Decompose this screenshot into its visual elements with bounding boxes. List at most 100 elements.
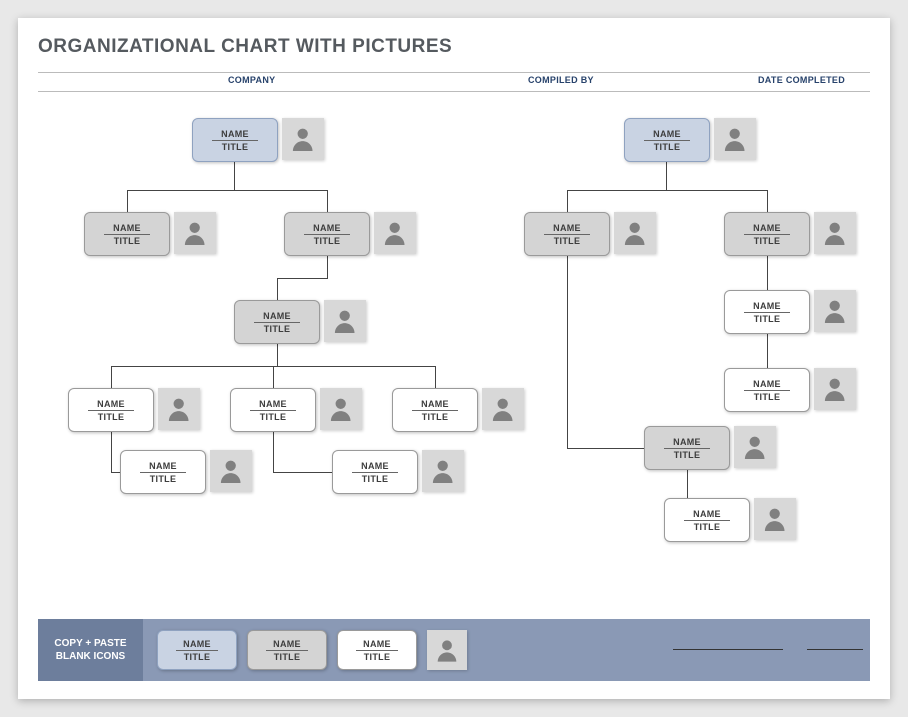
person-icon: [620, 218, 649, 247]
org-node[interactable]: NAMETITLE: [84, 212, 170, 256]
org-node[interactable]: NAMETITLE: [68, 388, 154, 432]
connector-line: [273, 472, 333, 473]
node-title: TITLE: [754, 235, 781, 248]
org-node[interactable]: NAMETITLE: [120, 450, 206, 494]
footer-label: COPY + PASTE BLANK ICONS: [38, 619, 143, 681]
connector-line: [767, 334, 768, 368]
org-node[interactable]: NAMETITLE: [192, 118, 278, 162]
person-icon: [820, 374, 849, 403]
avatar-placeholder[interactable]: [324, 300, 366, 342]
node-title: TITLE: [264, 323, 291, 336]
avatar-placeholder[interactable]: [422, 450, 464, 492]
node-name: NAME: [553, 221, 581, 234]
node-title: TITLE: [260, 411, 287, 424]
org-node[interactable]: NAMETITLE: [332, 450, 418, 494]
connector-line: [567, 190, 568, 212]
person-icon: [216, 456, 245, 485]
sample-node[interactable]: NAMETITLE: [337, 630, 417, 670]
avatar-placeholder[interactable]: [814, 290, 856, 332]
connector-line: [127, 190, 128, 212]
avatar-placeholder[interactable]: [210, 450, 252, 492]
connector-line: [567, 190, 767, 191]
sample-avatar[interactable]: [427, 630, 467, 670]
org-node[interactable]: NAMETITLE: [724, 212, 810, 256]
node-name: NAME: [149, 459, 177, 472]
node-name: NAME: [113, 221, 141, 234]
avatar-placeholder[interactable]: [374, 212, 416, 254]
avatar-placeholder[interactable]: [282, 118, 324, 160]
avatar-placeholder[interactable]: [734, 426, 776, 468]
connector-line: [127, 190, 327, 191]
org-node[interactable]: NAMETITLE: [392, 388, 478, 432]
node-name: NAME: [273, 637, 301, 650]
connector-line: [273, 432, 274, 472]
person-icon: [433, 636, 461, 664]
header-label-compiled-by: COMPILED BY: [528, 75, 594, 85]
avatar-placeholder[interactable]: [814, 368, 856, 410]
connector-line: [277, 278, 328, 279]
node-title: TITLE: [184, 651, 211, 664]
org-node[interactable]: NAMETITLE: [724, 290, 810, 334]
node-title: TITLE: [674, 449, 701, 462]
connector-line: [567, 256, 568, 448]
avatar-placeholder[interactable]: [814, 212, 856, 254]
node-name: NAME: [753, 299, 781, 312]
connector-line: [767, 190, 768, 212]
connector-line: [567, 448, 645, 449]
node-name: NAME: [97, 397, 125, 410]
node-title: TITLE: [222, 141, 249, 154]
person-icon: [164, 394, 193, 423]
org-node[interactable]: NAMETITLE: [664, 498, 750, 542]
person-icon: [740, 432, 769, 461]
person-icon: [330, 306, 359, 335]
footer-label-line1: COPY + PASTE: [54, 637, 126, 650]
person-icon: [760, 504, 789, 533]
org-node[interactable]: NAMETITLE: [284, 212, 370, 256]
sample-node[interactable]: NAMETITLE: [157, 630, 237, 670]
org-node[interactable]: NAMETITLE: [724, 368, 810, 412]
node-name: NAME: [363, 637, 391, 650]
avatar-placeholder[interactable]: [482, 388, 524, 430]
org-chart-area: NAMETITLENAMETITLENAMETITLENAMETITLENAME…: [38, 100, 870, 570]
avatar-placeholder[interactable]: [174, 212, 216, 254]
page-title: ORGANIZATIONAL CHART WITH PICTURES: [38, 36, 870, 58]
person-icon: [820, 218, 849, 247]
node-title: TITLE: [150, 473, 177, 486]
connector-line: [234, 162, 235, 190]
node-title: TITLE: [314, 235, 341, 248]
avatar-placeholder[interactable]: [158, 388, 200, 430]
avatar-placeholder[interactable]: [754, 498, 796, 540]
node-name: NAME: [183, 637, 211, 650]
org-node[interactable]: NAMETITLE: [644, 426, 730, 470]
avatar-placeholder[interactable]: [614, 212, 656, 254]
node-name: NAME: [673, 435, 701, 448]
org-node[interactable]: NAMETITLE: [234, 300, 320, 344]
connector-line: [111, 432, 112, 472]
footer-samples: NAMETITLENAMETITLENAMETITLE: [143, 619, 870, 681]
node-name: NAME: [263, 309, 291, 322]
sample-node[interactable]: NAMETITLE: [247, 630, 327, 670]
avatar-placeholder[interactable]: [714, 118, 756, 160]
connector-line: [277, 278, 278, 300]
connector-line: [327, 256, 328, 278]
org-node[interactable]: NAMETITLE: [230, 388, 316, 432]
node-name: NAME: [421, 397, 449, 410]
node-title: TITLE: [654, 141, 681, 154]
org-node[interactable]: NAMETITLE: [624, 118, 710, 162]
node-name: NAME: [313, 221, 341, 234]
person-icon: [720, 124, 749, 153]
person-icon: [820, 296, 849, 325]
connector-line: [687, 470, 688, 498]
node-name: NAME: [221, 127, 249, 140]
connector-line: [277, 344, 278, 366]
sample-connector: [807, 649, 863, 650]
node-title: TITLE: [114, 235, 141, 248]
person-icon: [288, 124, 317, 153]
org-node[interactable]: NAMETITLE: [524, 212, 610, 256]
connector-line: [767, 256, 768, 290]
node-name: NAME: [361, 459, 389, 472]
node-title: TITLE: [554, 235, 581, 248]
avatar-placeholder[interactable]: [320, 388, 362, 430]
connector-line: [435, 366, 436, 388]
person-icon: [180, 218, 209, 247]
